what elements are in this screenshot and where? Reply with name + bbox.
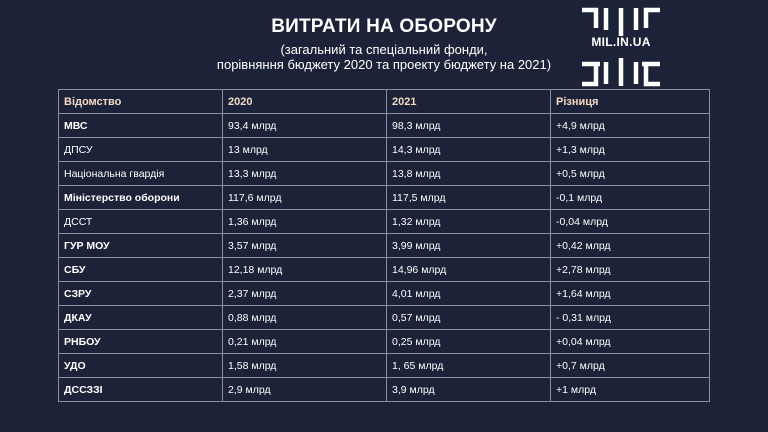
department-cell: ДПСУ bbox=[58, 137, 223, 162]
column-header-2020: 2020 bbox=[222, 89, 387, 114]
value-2020-cell: 13 млрд bbox=[222, 137, 387, 162]
value-2020-cell: 2,37 млрд bbox=[222, 281, 387, 306]
value-2020-cell: 0,88 млрд bbox=[222, 305, 387, 330]
value-2021-cell: 0,57 млрд bbox=[386, 305, 551, 330]
value-2021-cell: 1,32 млрд bbox=[386, 209, 551, 234]
difference-cell: +4,9 млрд bbox=[550, 113, 710, 138]
difference-cell: -0,1 млрд bbox=[550, 185, 710, 210]
column-header-2021: 2021 bbox=[386, 89, 551, 114]
value-2021-cell: 13,8 млрд bbox=[386, 161, 551, 186]
department-cell: ДССЗЗІ bbox=[58, 377, 223, 402]
department-cell: ДКАУ bbox=[58, 305, 223, 330]
budget-table: Відомство 2020 2021 Різниця МВС 93,4 млр… bbox=[58, 89, 710, 402]
difference-cell: +1 млрд bbox=[550, 377, 710, 402]
difference-cell: +1,64 млрд bbox=[550, 281, 710, 306]
value-2021-cell: 117,5 млрд bbox=[386, 185, 551, 210]
table-row: ДССЗЗІ 2,9 млрд 3,9 млрд +1 млрд bbox=[58, 377, 710, 402]
value-2020-cell: 117,6 млрд bbox=[222, 185, 387, 210]
value-2020-cell: 1,58 млрд bbox=[222, 353, 387, 378]
table-row: РНБОУ 0,21 млрд 0,25 млрд +0,04 млрд bbox=[58, 329, 710, 354]
column-header-department: Відомство bbox=[58, 89, 223, 114]
value-2021-cell: 14,96 млрд bbox=[386, 257, 551, 282]
table-row: Міністерство оборони 117,6 млрд 117,5 мл… bbox=[58, 185, 710, 210]
value-2021-cell: 3,9 млрд bbox=[386, 377, 551, 402]
department-cell: УДО bbox=[58, 353, 223, 378]
department-cell: ДССТ bbox=[58, 209, 223, 234]
value-2020-cell: 1,36 млрд bbox=[222, 209, 387, 234]
value-2020-cell: 0,21 млрд bbox=[222, 329, 387, 354]
value-2021-cell: 0,25 млрд bbox=[386, 329, 551, 354]
table-row: СБУ 12,18 млрд 14,96 млрд +2,78 млрд bbox=[58, 257, 710, 282]
value-2021-cell: 98,3 млрд bbox=[386, 113, 551, 138]
value-2020-cell: 13,3 млрд bbox=[222, 161, 387, 186]
difference-cell: - 0,31 млрд bbox=[550, 305, 710, 330]
subtitle-line-2: порівняння бюджету 2020 та проекту бюдже… bbox=[216, 57, 552, 72]
value-2021-cell: 1, 65 млрд bbox=[386, 353, 551, 378]
logo-text: MIL.IN.UA bbox=[578, 36, 664, 49]
difference-cell: +0,42 млрд bbox=[550, 233, 710, 258]
value-2020-cell: 12,18 млрд bbox=[222, 257, 387, 282]
table-row: МВС 93,4 млрд 98,3 млрд +4,9 млрд bbox=[58, 113, 710, 138]
table-row: УДО 1,58 млрд 1, 65 млрд +0,7 млрд bbox=[58, 353, 710, 378]
difference-cell: +0,04 млрд bbox=[550, 329, 710, 354]
table-row: ДПСУ 13 млрд 14,3 млрд +1,3 млрд bbox=[58, 137, 710, 162]
department-cell: Міністерство оборони bbox=[58, 185, 223, 210]
department-cell: ГУР МОУ bbox=[58, 233, 223, 258]
table-header-row: Відомство 2020 2021 Різниця bbox=[58, 89, 710, 114]
value-2021-cell: 4,01 млрд bbox=[386, 281, 551, 306]
table-row: ДССТ 1,36 млрд 1,32 млрд -0,04 млрд bbox=[58, 209, 710, 234]
difference-cell: +0,5 млрд bbox=[550, 161, 710, 186]
value-2021-cell: 3,99 млрд bbox=[386, 233, 551, 258]
value-2020-cell: 2,9 млрд bbox=[222, 377, 387, 402]
value-2021-cell: 14,3 млрд bbox=[386, 137, 551, 162]
difference-cell: +1,3 млрд bbox=[550, 137, 710, 162]
table-row: СЗРУ 2,37 млрд 4,01 млрд +1,64 млрд bbox=[58, 281, 710, 306]
value-2020-cell: 3,57 млрд bbox=[222, 233, 387, 258]
column-header-difference: Різниця bbox=[550, 89, 710, 114]
department-cell: МВС bbox=[58, 113, 223, 138]
page-title: ВИТРАТИ НА ОБОРОНУ bbox=[271, 16, 497, 37]
difference-cell: +2,78 млрд bbox=[550, 257, 710, 282]
table-row: ГУР МОУ 3,57 млрд 3,99 млрд +0,42 млрд bbox=[58, 233, 710, 258]
department-cell: Національна гвардія bbox=[58, 161, 223, 186]
department-cell: РНБОУ bbox=[58, 329, 223, 354]
difference-cell: +0,7 млрд bbox=[550, 353, 710, 378]
table-row: Національна гвардія 13,3 млрд 13,8 млрд … bbox=[58, 161, 710, 186]
trident-grid-logo-icon bbox=[582, 7, 660, 87]
value-2020-cell: 93,4 млрд bbox=[222, 113, 387, 138]
department-cell: СБУ bbox=[58, 257, 223, 282]
subtitle-line-1: (загальний та спеціальний фонди, bbox=[280, 42, 488, 57]
department-cell: СЗРУ bbox=[58, 281, 223, 306]
table-row: ДКАУ 0,88 млрд 0,57 млрд - 0,31 млрд bbox=[58, 305, 710, 330]
difference-cell: -0,04 млрд bbox=[550, 209, 710, 234]
